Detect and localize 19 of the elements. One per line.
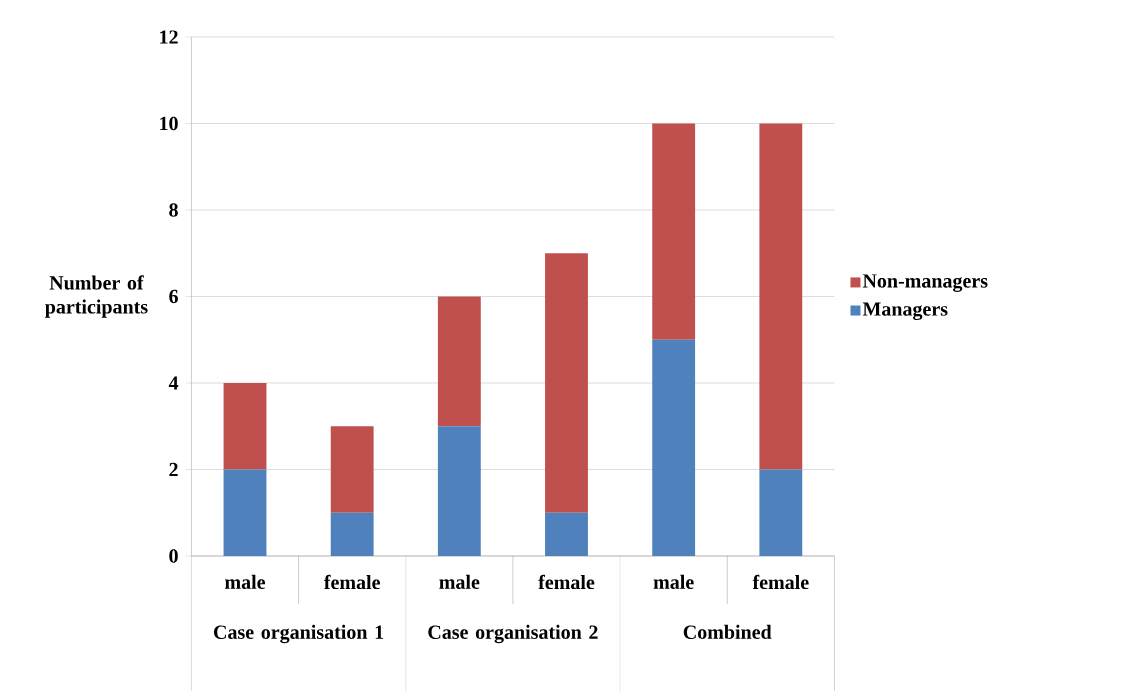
legend-label: Non-managers xyxy=(862,274,988,292)
y-tick-label: 6 xyxy=(169,289,178,304)
x-tick-label: female xyxy=(538,574,595,590)
text: Combined xyxy=(683,624,772,639)
y-tick-label: 10 xyxy=(160,116,178,131)
y-tick-label: 4 xyxy=(168,376,179,390)
y-axis-title: Number of participants xyxy=(45,275,148,318)
legend-label: Managers xyxy=(862,302,948,320)
x-tick-label: male xyxy=(439,574,480,589)
x-tick-label: female xyxy=(324,574,380,590)
y-tick-label: 8 xyxy=(169,203,178,217)
text: Case organisation 2 xyxy=(428,624,598,644)
x-tick-label: female xyxy=(752,574,809,590)
x-tick-label: male xyxy=(653,574,694,589)
y-tick-label: 0 xyxy=(169,549,178,563)
text: Case organisation 1 xyxy=(214,624,384,644)
y-tick-label: 12 xyxy=(160,30,178,44)
y-tick-label: 2 xyxy=(169,462,178,477)
x-tick-label: male xyxy=(224,574,266,589)
